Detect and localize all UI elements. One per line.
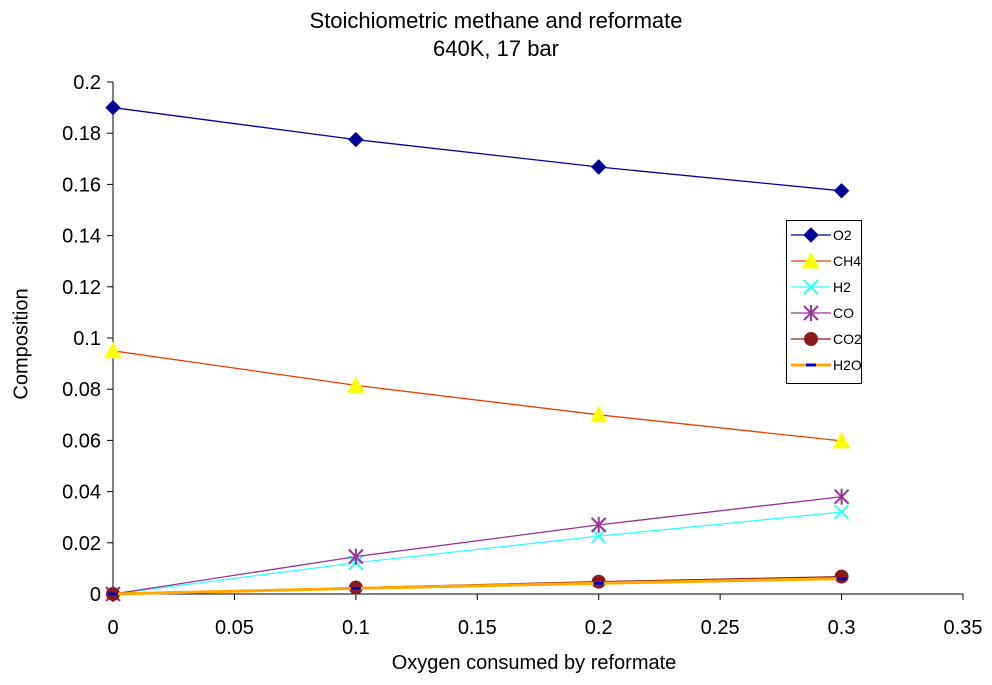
data-point-ch4	[589, 405, 608, 423]
series-line-ch4	[112, 350, 842, 442]
x-axis-label: Oxygen consumed by reformate	[391, 652, 677, 674]
series-ch4	[104, 341, 851, 449]
data-point-ch4	[832, 431, 851, 449]
y-tick-label: 0.16	[62, 174, 101, 196]
legend-marker	[803, 279, 819, 295]
legend: O2 CH4 H2 CO CO2 H2O	[786, 220, 862, 384]
legend-label-co: CO	[833, 305, 854, 321]
y-tick-label: 0.2	[73, 72, 101, 94]
legend-label-o2: O2	[833, 227, 852, 243]
x-tick-label: 0.15	[458, 617, 497, 639]
legend-swatch-co2	[791, 332, 831, 346]
data-point-o2	[833, 183, 850, 199]
legend-item-h2o: H2O	[787, 355, 863, 375]
y-tick-label: 0.04	[62, 482, 101, 504]
x-tick-label: 0.3	[828, 617, 856, 639]
data-point-ch4	[104, 341, 122, 359]
y-tick-label: 0.02	[62, 533, 101, 555]
x-tick-label: 0.35	[944, 617, 983, 639]
series-line-o2	[112, 106, 842, 192]
y-tick-label: 0.12	[62, 277, 101, 299]
x-tick-label: 0.05	[215, 617, 254, 639]
y-tick-label: 0.1	[73, 328, 101, 350]
y-tick-label: 0.18	[62, 123, 101, 145]
x-tick-label: 0.25	[701, 617, 740, 639]
x-tick-label: 0	[107, 617, 118, 639]
legend-swatch-co	[791, 305, 831, 321]
legend-item-ch4: CH4	[787, 251, 863, 271]
chart-title: Stoichiometric methane and reformate	[309, 8, 683, 33]
data-point-h2	[833, 504, 850, 520]
legend-item-o2: O2	[787, 225, 863, 245]
legend-marker	[802, 251, 820, 269]
legend-swatch-o2	[791, 227, 831, 243]
legend-label-h2o: H2O	[833, 357, 862, 373]
data-point-co	[348, 548, 364, 565]
series-h2o	[108, 577, 847, 596]
legend-swatch-h2o	[791, 363, 831, 367]
data-point-o2	[348, 131, 364, 148]
series-o2	[105, 99, 850, 199]
y-tick-label: 0.08	[62, 379, 101, 401]
data-point-ch4	[347, 376, 365, 393]
legend-swatch-ch4	[791, 251, 831, 269]
data-point-co2	[834, 569, 849, 584]
x-tick-label: 0.1	[342, 617, 370, 639]
series-line-co	[112, 496, 842, 595]
x-tick-label: 0.2	[585, 617, 613, 639]
data-point-o2	[105, 99, 121, 116]
y-axis-label: Composition	[10, 288, 33, 400]
legend-label-ch4: CH4	[833, 253, 862, 269]
data-point-co	[591, 516, 607, 533]
legend-item-h2: H2	[787, 277, 863, 297]
legend-label-h2: H2	[833, 279, 851, 295]
legend-swatch-h2	[791, 279, 831, 295]
legend-label-co2: CO2	[833, 331, 862, 347]
data-point-o2	[591, 159, 607, 175]
legend-marker	[804, 332, 818, 346]
legend-marker	[803, 227, 819, 243]
y-tick-label: 0	[90, 584, 101, 606]
legend-marker	[803, 305, 819, 321]
legend-item-co: CO	[787, 303, 863, 323]
y-tick-label: 0.14	[62, 226, 101, 248]
y-tick-label: 0.06	[62, 430, 101, 452]
data-point-h2	[591, 528, 607, 544]
data-point-co	[833, 488, 850, 505]
series-line-h2o	[112, 577, 842, 596]
series-line-h2	[112, 511, 842, 595]
legend-item-co2: CO2	[787, 329, 863, 349]
chart-subtitle: 640K, 17 bar	[433, 36, 559, 61]
